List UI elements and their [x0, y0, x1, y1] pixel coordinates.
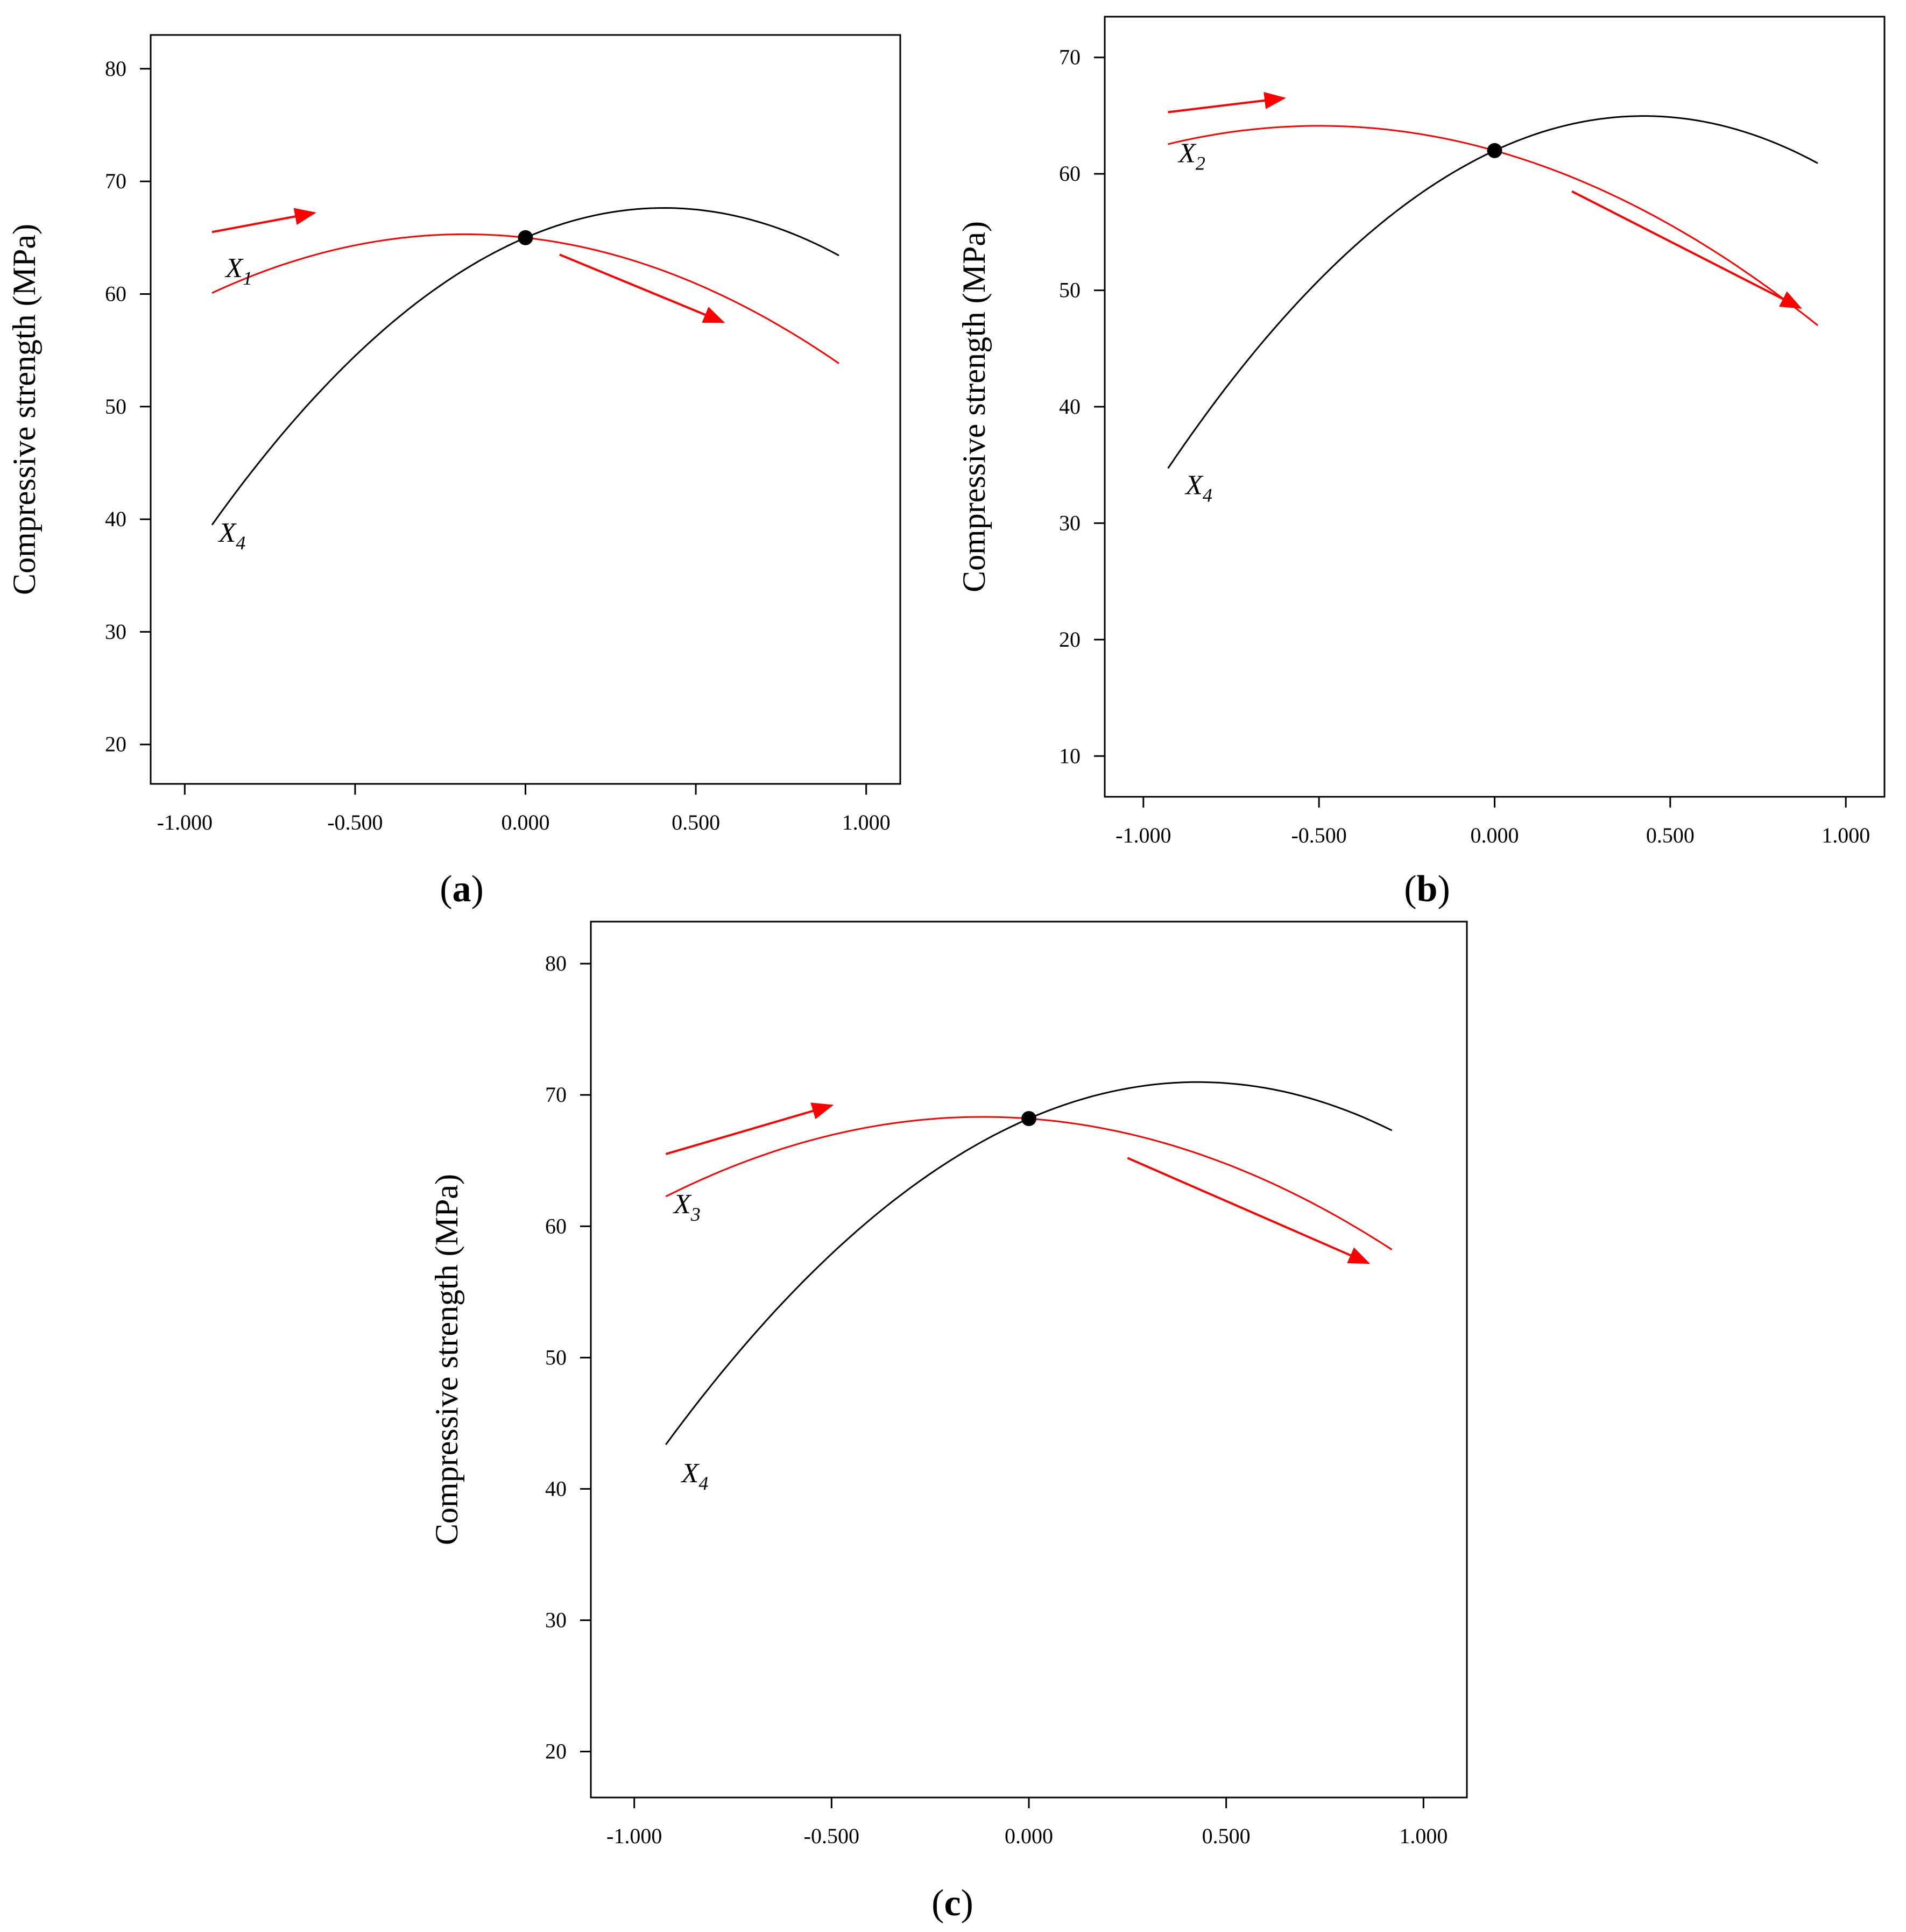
series-label-sub: 4	[698, 1473, 708, 1494]
series-curve-x4	[211, 207, 839, 526]
series-label-main: X	[1177, 138, 1197, 169]
x-tick-label: 1.000	[1822, 823, 1870, 847]
x-tick-label: -1.000	[606, 1824, 662, 1848]
panel-c: 20 30 40 50 60 70 80 -1.000 -0.500 0.000 0.500 1.00…	[429, 921, 1468, 1924]
series-label-x2: X2	[1177, 138, 1205, 174]
x-tick-label: 1.000	[1399, 1824, 1448, 1848]
x-tick-label: 0.500	[1646, 823, 1695, 847]
x-tick-label: 0.000	[1471, 823, 1519, 847]
y-tick-label: 40	[105, 507, 126, 531]
y-axis-title: Compressive strength (MPa)	[429, 1174, 464, 1545]
x-tick-label: 1.000	[842, 810, 891, 834]
series-curve-x3	[665, 1116, 1393, 1250]
series-label-main: X	[1184, 470, 1204, 500]
y-tick-label: 70	[545, 1082, 567, 1107]
series-label-sub: 4	[236, 532, 245, 554]
direction-arrow	[665, 1102, 834, 1155]
center-point	[1021, 1111, 1036, 1127]
series-label-x1: X1	[224, 253, 252, 289]
y-tick-label: 30	[545, 1608, 567, 1632]
series-label-main: X	[673, 1189, 692, 1220]
x-tick-label: -1.000	[157, 810, 213, 834]
series-label-main: X	[218, 518, 237, 548]
direction-arrow	[211, 208, 316, 233]
center-point	[1487, 143, 1502, 158]
panel-label: (a)	[440, 868, 484, 910]
x-tick-label: -0.500	[804, 1824, 859, 1848]
series-curve-x4	[665, 1081, 1393, 1445]
x-tick-label: 0.500	[672, 810, 720, 834]
panel-label-letter: b	[1417, 868, 1438, 910]
panel-b: 10 20 30 40 50 60 70 -1.000 -0.500 0.000 0.500 1.00…	[956, 16, 1886, 910]
y-tick-label: 50	[1059, 278, 1081, 302]
series-label-sub: 2	[1196, 153, 1205, 174]
x-tick-label: -1.000	[1116, 823, 1171, 847]
y-tick-label: 50	[105, 394, 126, 419]
y-tick-label: 30	[1059, 511, 1081, 535]
y-tick-label: 30	[105, 619, 126, 643]
plot-frame	[150, 34, 901, 785]
series-label-main: X	[681, 1458, 700, 1489]
plot-frame	[590, 921, 1468, 1799]
y-tick-label: 80	[545, 951, 567, 975]
direction-arrow	[1127, 1157, 1371, 1264]
x-tick-label: -0.500	[1291, 823, 1346, 847]
center-point	[518, 230, 533, 245]
series-curve-x1	[211, 233, 839, 364]
series-label-x4: X4	[1184, 470, 1212, 506]
y-tick-label: 20	[105, 732, 126, 756]
direction-arrow	[1168, 91, 1286, 114]
series-curve-x4	[1167, 115, 1818, 469]
y-tick-label: 60	[105, 281, 126, 306]
panel-label: (b)	[1404, 868, 1450, 910]
x-tick-label: -0.500	[327, 810, 383, 834]
y-tick-label: 60	[545, 1214, 567, 1238]
series-label-x3: X3	[673, 1189, 701, 1225]
y-axis-title: Compressive strength (MPa)	[6, 224, 42, 595]
y-tick-label: 10	[1059, 744, 1081, 768]
series-label-sub: 1	[243, 267, 252, 289]
series-label-sub: 3	[690, 1204, 701, 1225]
series-label-x4: X4	[681, 1458, 709, 1494]
x-tick-label: 0.000	[1005, 1824, 1053, 1848]
panel-a: 20 30 40 50 60 70 80 -1.000 -0.500 0.000 0.500 1.00…	[6, 34, 901, 910]
series-label-sub: 4	[1203, 484, 1212, 506]
panel-label-letter: a	[453, 868, 471, 910]
y-tick-label: 70	[1059, 45, 1081, 69]
panel-label: (c)	[931, 1883, 973, 1924]
y-tick-label: 40	[1059, 394, 1081, 419]
y-tick-label: 20	[545, 1739, 567, 1764]
direction-arrow	[559, 253, 725, 323]
y-tick-label: 80	[105, 56, 126, 81]
direction-arrow	[1571, 190, 1802, 309]
x-tick-label: 0.000	[502, 810, 550, 834]
series-label-x4: X4	[218, 518, 246, 554]
panel-label-letter: c	[944, 1883, 961, 1924]
y-tick-label: 60	[1059, 161, 1081, 186]
y-tick-label: 40	[545, 1476, 567, 1501]
y-tick-label: 20	[1059, 627, 1081, 652]
y-tick-label: 50	[545, 1345, 567, 1369]
y-axis-title: Compressive strength (MPa)	[956, 221, 992, 592]
x-tick-label: 0.500	[1202, 1824, 1251, 1848]
series-label-main: X	[224, 253, 244, 284]
y-tick-label: 70	[105, 169, 126, 193]
